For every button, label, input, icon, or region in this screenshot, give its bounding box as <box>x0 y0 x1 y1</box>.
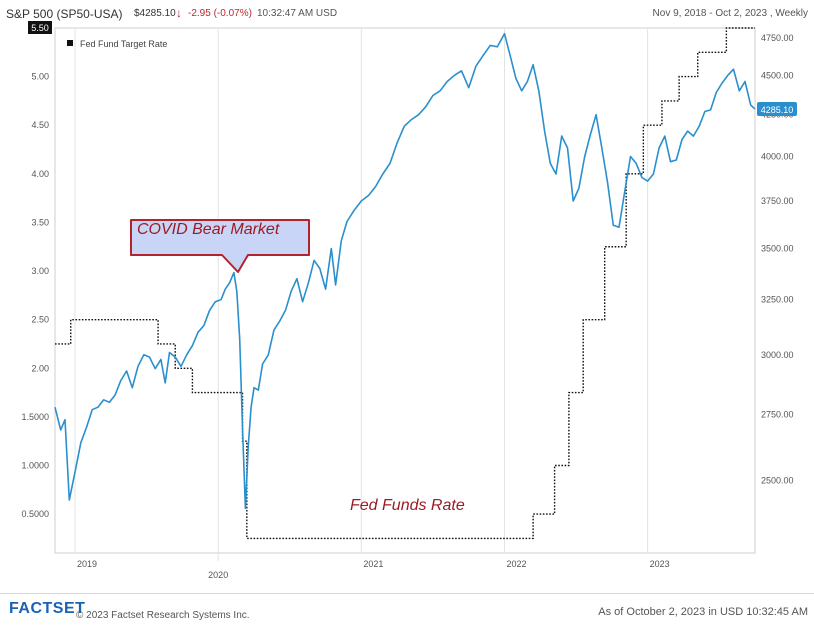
covid-callout-box <box>130 219 310 273</box>
left-axis-badge-bg <box>28 21 52 34</box>
last-value-badge-bg <box>757 102 797 117</box>
as-of-timestamp: As of October 2, 2023 in USD 10:32:45 AM <box>598 606 808 618</box>
right-tick-label: 3250.00 <box>761 295 794 305</box>
instrument-title: S&P 500 (SP50-USA) <box>6 7 123 21</box>
chart-header: S&P 500 (SP50-USA) $4285.10 ↓ -2.95 (-0.… <box>0 0 814 26</box>
chart-svg: 2019 2020 2021 2022 2023 0.5000 1.0000 1.5000 2.… <box>21 21 797 580</box>
left-tick-label: 4.00 <box>31 169 49 179</box>
left-axis-badge: 5.50 <box>31 23 49 33</box>
last-value-badge: 4285.10 <box>761 105 794 115</box>
legend-marker <box>67 40 73 46</box>
right-tick-label: 4000.00 <box>761 152 794 162</box>
x-tick-label: 2021 <box>363 559 383 569</box>
footer: FACTSET © 2023 Factset Research Systems … <box>0 593 814 630</box>
price-change: -2.95 (-0.07%) <box>188 8 252 19</box>
copyright: © 2023 Factset Research Systems Inc. <box>76 610 250 621</box>
right-tick-label: 4500.00 <box>761 70 794 80</box>
legend-label: Fed Fund Target Rate <box>80 39 167 49</box>
plot-frame <box>54 27 756 554</box>
left-tick-label: 5.00 <box>31 72 49 82</box>
left-tick-label: 3.00 <box>31 266 49 276</box>
x-tick-label: 2022 <box>506 559 526 569</box>
right-tick-label: 3750.00 <box>761 196 794 206</box>
right-tick-label: 3500.00 <box>761 244 794 254</box>
right-tick-label: 2500.00 <box>761 475 794 485</box>
fed-funds-line <box>55 27 755 540</box>
left-tick-label: 2.50 <box>31 315 49 325</box>
covid-annotation: COVID Bear Market <box>137 221 280 238</box>
right-tick-label: 4750.00 <box>761 33 794 43</box>
last-price: $4285.10 <box>134 8 176 19</box>
left-tick-label: 3.50 <box>31 217 49 227</box>
left-tick-label: 2.00 <box>31 363 49 373</box>
factset-logo: FACTSET <box>9 600 86 617</box>
x-tick-label: 2020 <box>208 570 228 580</box>
quote-time: 10:32:47 AM USD <box>257 8 338 19</box>
left-tick-label: 0.5000 <box>21 509 49 519</box>
down-arrow-icon: ↓ <box>176 6 182 20</box>
left-tick-label: 4.50 <box>31 120 49 130</box>
right-tick-label: 3000.00 <box>761 350 794 360</box>
sp500-line <box>54 32 756 510</box>
right-tick-label: 2750.00 <box>761 410 794 420</box>
fed-funds-annotation: Fed Funds Rate <box>350 497 465 514</box>
x-tick-label: 2023 <box>650 559 670 569</box>
left-tick-label: 1.0000 <box>21 461 49 471</box>
left-tick-label: 1.5000 <box>21 412 49 422</box>
date-range: Nov 9, 2018 - Oct 2, 2023 , Weekly <box>652 8 808 19</box>
x-tick-label: 2019 <box>77 559 97 569</box>
